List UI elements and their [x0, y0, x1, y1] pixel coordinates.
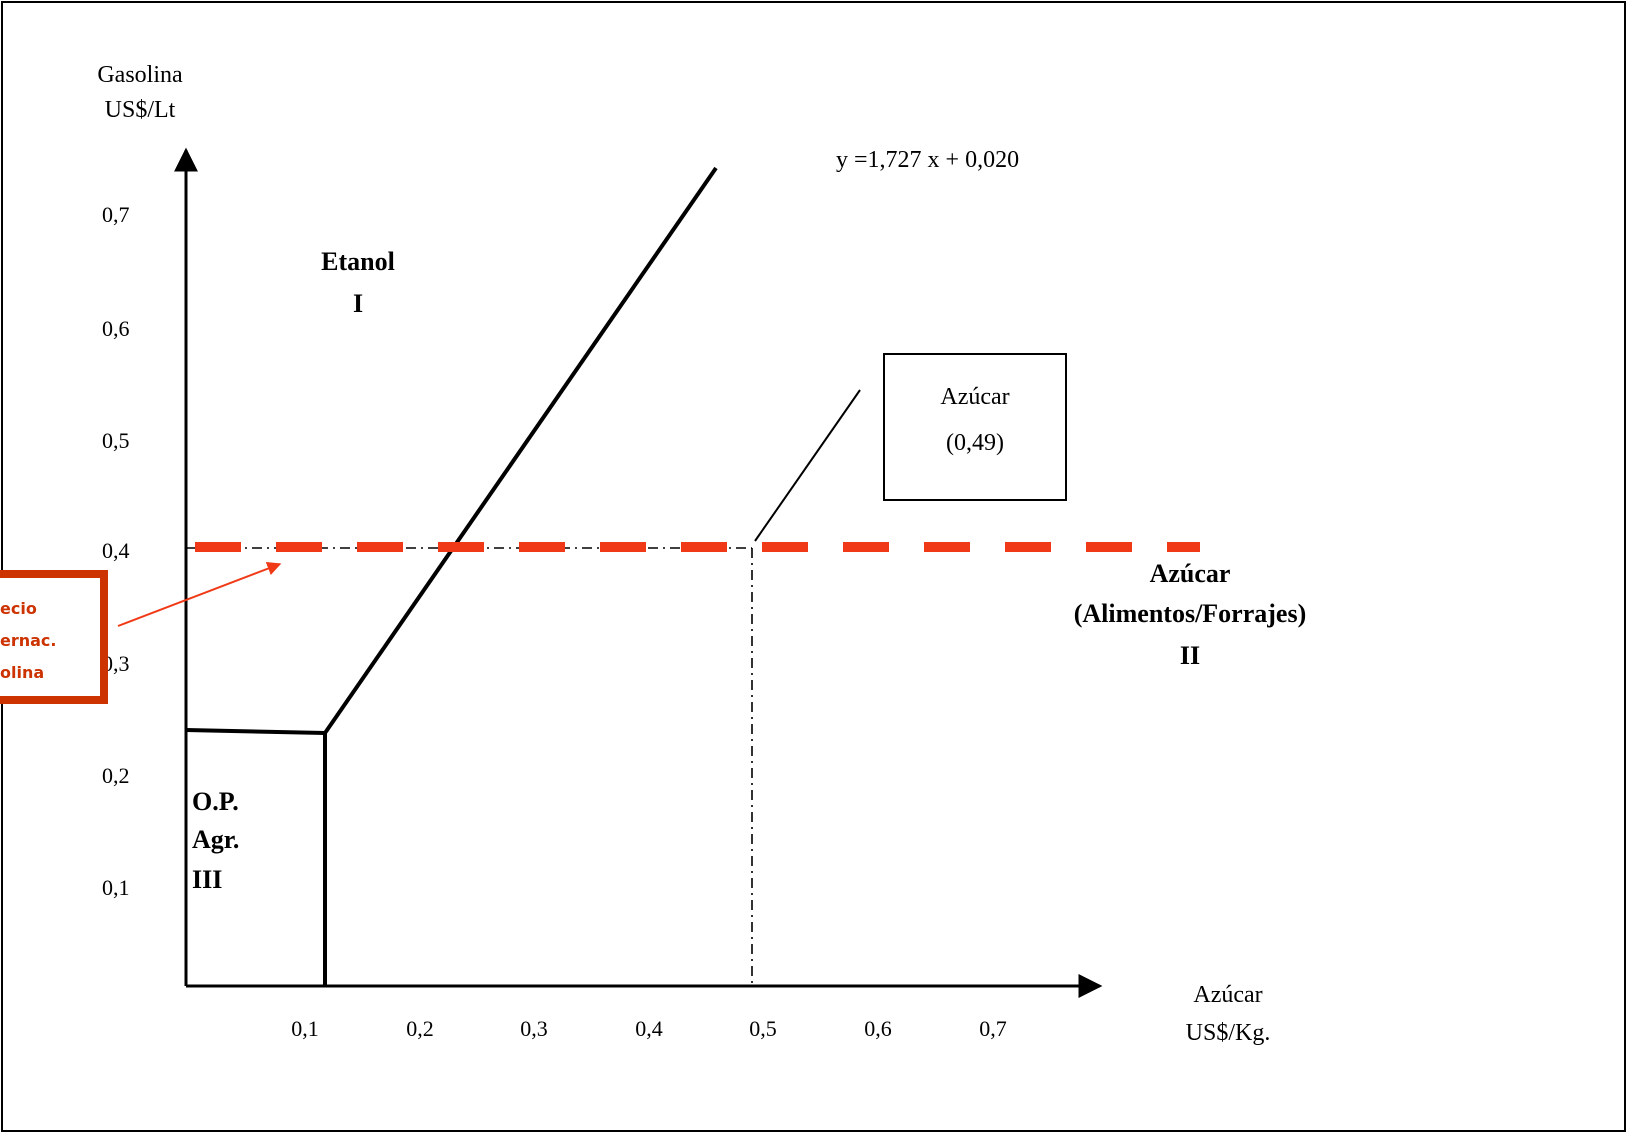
- region-op-label: O.P.: [192, 787, 239, 816]
- azucar-point-box: [883, 353, 1067, 501]
- x-axis-title: Azúcar: [1193, 982, 1262, 1008]
- regression-equation: y =1,727 x + 0,020: [836, 147, 1019, 173]
- x-tick-label: 0,5: [749, 1016, 777, 1041]
- x-tick-label: 0,1: [291, 1016, 319, 1041]
- y-tick-label: 0,6: [102, 316, 130, 341]
- y-tick-label: 0,7: [102, 202, 130, 227]
- region-agr-label: Agr.: [192, 825, 239, 854]
- x-tick-label: 0,4: [635, 1016, 663, 1041]
- azucar-point-label: Azúcar: [940, 384, 1009, 410]
- y-tick-label: 0,2: [102, 763, 130, 788]
- x-tick-label: 0,7: [979, 1016, 1007, 1041]
- region-etanol-number: I: [353, 289, 363, 318]
- y-tick-label: 0,5: [102, 428, 130, 453]
- region-etanol-label: Etanol: [321, 247, 395, 276]
- azucar-point-value: (0,49): [946, 430, 1004, 456]
- x-tick-label: 0,6: [864, 1016, 892, 1041]
- x-tick-label: 0,2: [406, 1016, 434, 1041]
- y-axis-unit: US$/Lt: [105, 97, 176, 123]
- azucar-box-leader-line: [754, 389, 861, 542]
- region-azucar-sublabel: (Alimentos/Forrajes): [1074, 599, 1306, 628]
- region-iii-top-boundary: [185, 728, 326, 735]
- ethanol-sugar-boundary-line: [323, 166, 718, 735]
- region-azucar-number: II: [1180, 641, 1200, 670]
- y-tick-label: 0,1: [102, 875, 130, 900]
- y-axis-title: Gasolina: [97, 62, 183, 88]
- x-axis-unit: US$/Kg.: [1186, 1020, 1271, 1046]
- x-tick-label: 0,3: [520, 1016, 548, 1041]
- region-azucar-label: Azúcar: [1150, 559, 1231, 588]
- region-op-number: III: [192, 865, 222, 894]
- intl-price-callout-line2: ernac.: [0, 631, 57, 650]
- intl-price-callout-line3: olina: [0, 663, 44, 682]
- y-tick-label: 0,4: [102, 538, 130, 563]
- intl-price-callout-arrow: [117, 561, 282, 627]
- intl-price-callout-box: [0, 570, 108, 704]
- intl-price-callout-line1: ecio: [0, 599, 37, 618]
